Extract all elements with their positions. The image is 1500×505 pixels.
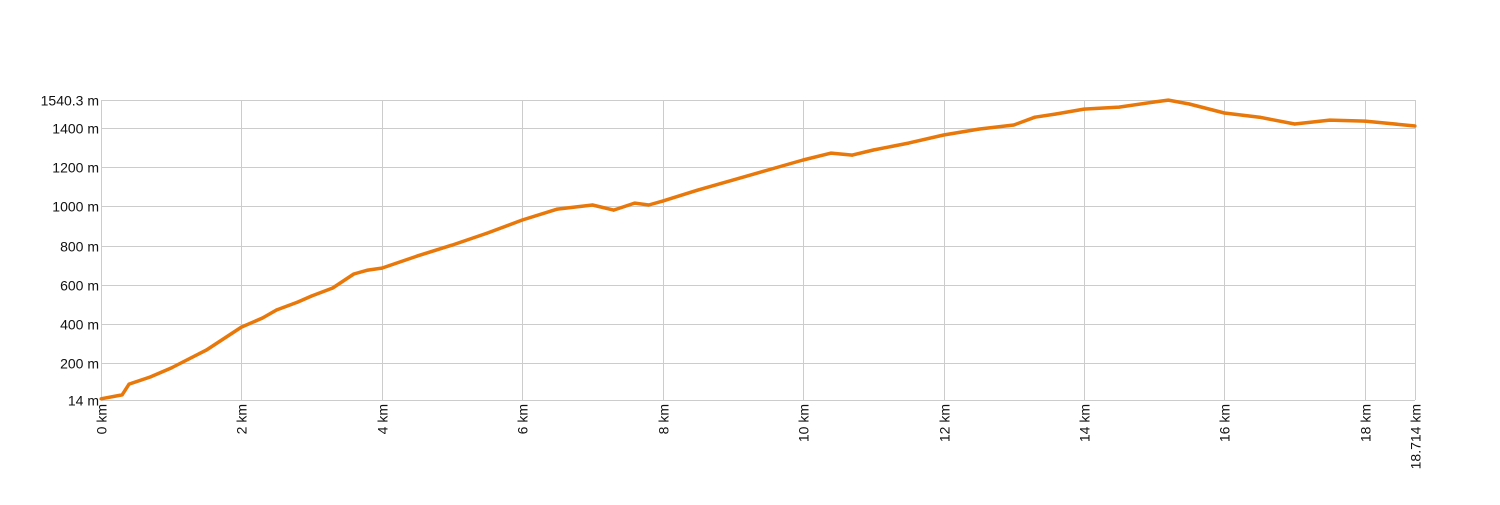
y-tick-label: 600 m <box>60 278 99 294</box>
y-tick-label: 14 m <box>68 393 99 409</box>
data-point <box>941 133 946 137</box>
data-point <box>274 308 279 312</box>
data-point <box>731 178 735 182</box>
y-tick-label: 1000 m <box>52 199 99 215</box>
data-point <box>977 127 981 131</box>
elevation-line <box>100 98 1416 401</box>
data-point <box>127 382 131 386</box>
series-layer <box>99 98 1417 401</box>
data-point <box>1384 121 1388 125</box>
data-point <box>829 151 833 155</box>
y-tick-label: 1400 m <box>52 121 99 137</box>
x-tick-label: 4 km <box>375 404 391 434</box>
data-point <box>99 397 103 401</box>
data-point <box>801 158 805 162</box>
y-axis: 14 m 200 m 400 m 600 m 800 m 1000 m 1200 m 1400… <box>41 93 99 409</box>
data-point <box>1328 118 1332 122</box>
x-tick-label: 16 km <box>1217 404 1233 442</box>
data-point <box>633 201 637 205</box>
data-point <box>555 207 559 211</box>
data-point <box>352 272 356 276</box>
x-tick-label: 2 km <box>234 404 250 434</box>
data-point <box>239 325 244 329</box>
data-point <box>1413 124 1417 128</box>
x-tick-label: 18 km <box>1358 404 1374 442</box>
data-point <box>366 268 370 272</box>
data-point <box>1363 119 1367 123</box>
x-tick-label: 10 km <box>796 404 812 442</box>
data-point <box>696 188 700 192</box>
data-point <box>310 294 314 298</box>
data-point <box>611 208 616 212</box>
data-point <box>871 148 875 152</box>
x-tick-label: 18.714 km <box>1408 404 1424 469</box>
data-point <box>850 153 854 157</box>
data-point <box>520 218 524 222</box>
data-point <box>485 231 489 235</box>
data-point <box>331 286 335 290</box>
data-point <box>204 348 208 352</box>
data-point <box>590 203 595 207</box>
data-point <box>1117 105 1121 109</box>
data-point <box>450 243 454 247</box>
data-point <box>1082 107 1086 111</box>
data-point <box>1222 111 1227 115</box>
x-tick-label: 14 km <box>1077 404 1093 442</box>
data-point <box>1166 98 1170 102</box>
data-point <box>148 375 152 379</box>
x-tick-label: 6 km <box>515 404 531 434</box>
data-point <box>1033 115 1037 119</box>
x-tick-label: 0 km <box>94 404 110 434</box>
data-point <box>260 316 265 320</box>
x-tick-label: 8 km <box>656 404 672 434</box>
data-point <box>296 300 300 304</box>
x-tick-label: 12 km <box>937 404 953 442</box>
y-tick-label: 200 m <box>60 356 99 372</box>
data-point <box>380 266 384 270</box>
data-point <box>1054 112 1058 116</box>
data-point <box>1257 115 1262 119</box>
data-point <box>1152 100 1156 104</box>
data-point <box>169 366 173 370</box>
data-point <box>661 199 665 203</box>
data-point <box>906 141 911 145</box>
data-point <box>1187 102 1191 106</box>
data-point <box>1012 123 1016 127</box>
data-point <box>415 254 419 258</box>
grid <box>101 100 1416 401</box>
data-point <box>766 168 770 172</box>
x-axis: 0 km 2 km 4 km 6 km 8 km 10 km 12 km 14 km 16 km… <box>94 404 1424 469</box>
data-point <box>120 393 124 397</box>
data-point <box>1293 122 1297 126</box>
y-tick-label: 1200 m <box>52 160 99 176</box>
y-tick-label: 1540.3 m <box>41 93 99 109</box>
data-point <box>647 203 651 207</box>
y-tick-label: 800 m <box>60 239 99 255</box>
y-tick-label: 400 m <box>60 317 99 333</box>
